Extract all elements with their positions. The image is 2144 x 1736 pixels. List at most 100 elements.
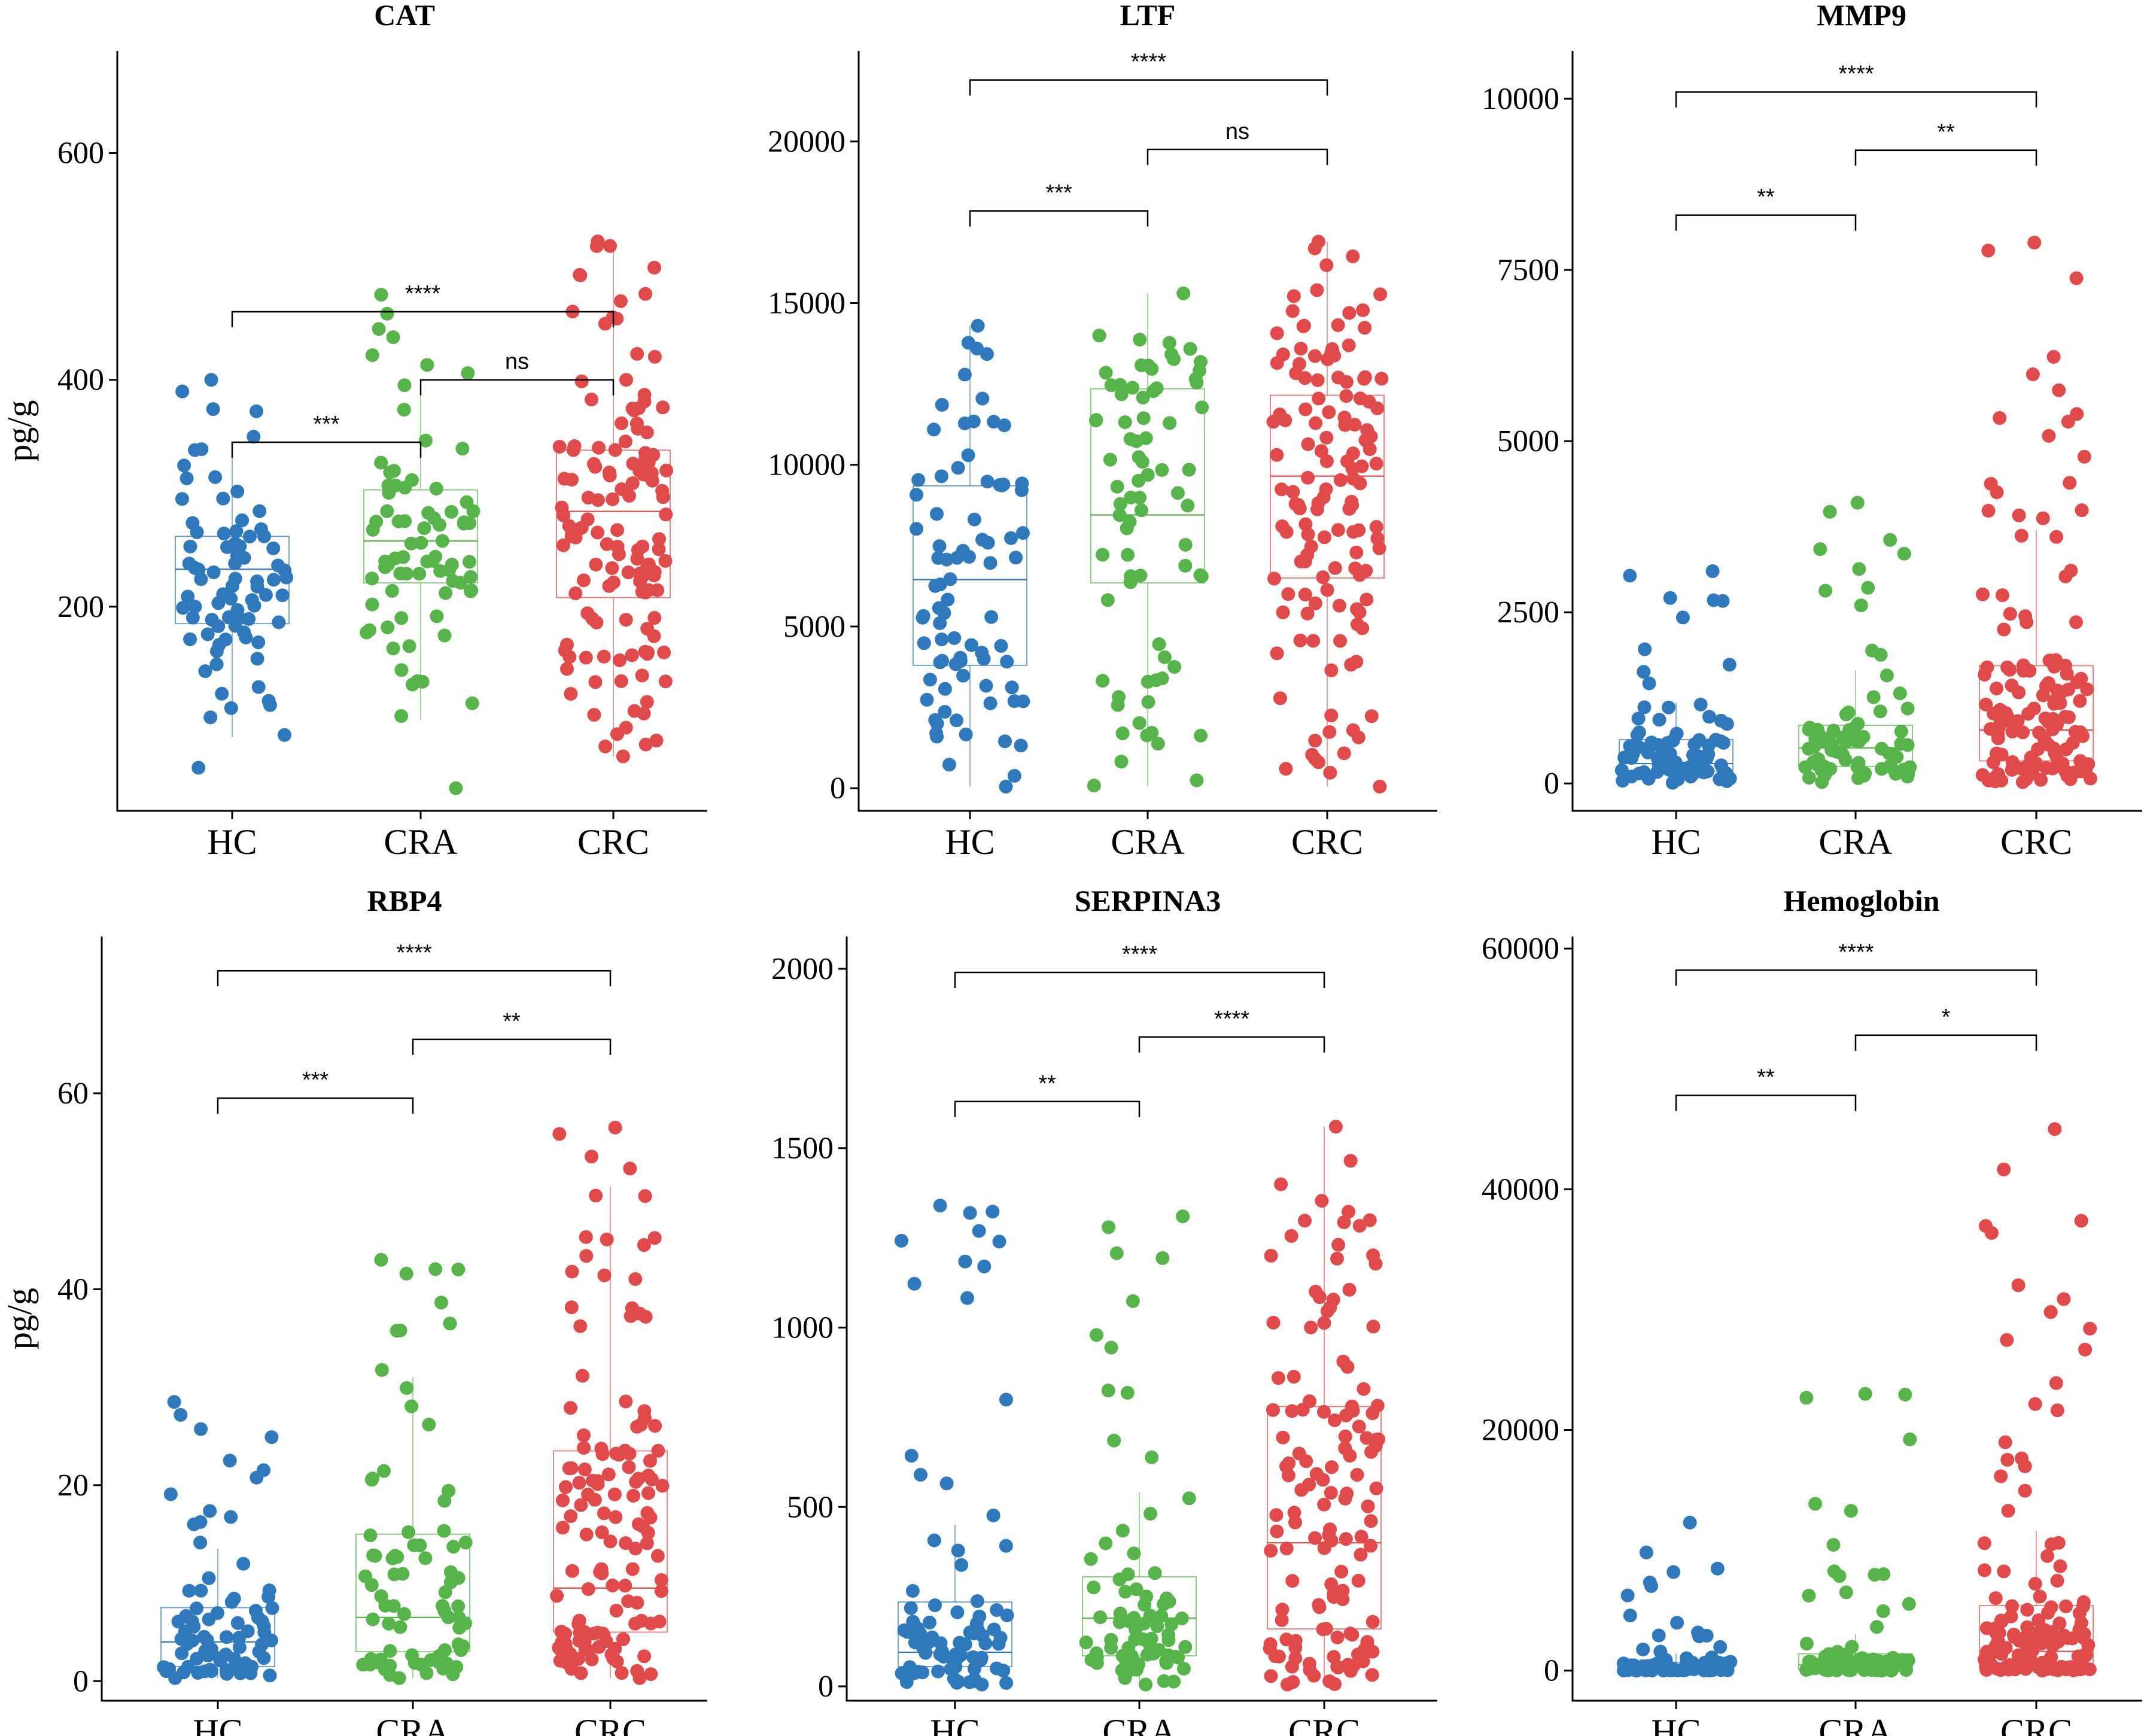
data-point-hc — [999, 1393, 1013, 1407]
data-point-hc — [1636, 1642, 1650, 1656]
data-point-hc — [266, 541, 281, 555]
data-point-cra — [1114, 755, 1129, 769]
data-point-cra — [1801, 1662, 1815, 1677]
data-point-crc — [1349, 545, 1364, 560]
data-point-cra — [1090, 1328, 1103, 1342]
data-point-crc — [1319, 258, 1334, 272]
data-point-crc — [1366, 1615, 1380, 1629]
data-point-hc — [1688, 749, 1702, 764]
data-point-crc — [2073, 694, 2087, 708]
data-point-crc — [1298, 588, 1312, 601]
data-point-hc — [935, 398, 949, 412]
data-point-hc — [1620, 1588, 1635, 1603]
data-point-cra — [391, 514, 406, 528]
data-point-crc — [2039, 679, 2053, 693]
panel-title: CAT — [374, 0, 435, 32]
data-point-crc — [567, 439, 582, 453]
data-point-crc — [647, 568, 661, 583]
data-point-crc — [1342, 1282, 1357, 1297]
data-point-hc — [999, 1539, 1013, 1553]
data-point-crc — [597, 649, 611, 664]
x-tick-label: HC — [945, 822, 995, 862]
data-point-crc — [1266, 1403, 1280, 1417]
data-point-cra — [1192, 363, 1206, 378]
data-point-crc — [2066, 1663, 2081, 1677]
data-point-crc — [2020, 1620, 2034, 1634]
data-point-cra — [1110, 479, 1124, 494]
data-point-crc — [631, 1517, 646, 1531]
data-point-crc — [2035, 1664, 2049, 1678]
data-point-hc — [267, 573, 281, 587]
data-point-crc — [1366, 1320, 1380, 1334]
data-point-hc — [228, 571, 242, 586]
significance-label: **** — [1214, 1007, 1249, 1032]
data-point-hc — [907, 1276, 922, 1291]
data-point-crc — [1284, 1229, 1298, 1243]
panel-cat: CAT 200 400 600 pg/g HC CRA CRC *** ns **** — [0, 0, 707, 862]
data-point-crc — [2077, 449, 2091, 464]
data-point-hc — [957, 367, 972, 382]
x-tick-label: CRA — [1111, 822, 1184, 862]
data-point-crc — [1270, 326, 1284, 340]
y-tick-label: 60000 — [1482, 932, 1559, 966]
data-point-crc — [2036, 511, 2050, 525]
data-point-hc — [979, 679, 993, 693]
data-point-crc — [637, 1649, 652, 1664]
data-point-hc — [188, 600, 202, 614]
data-point-cra — [1178, 537, 1193, 552]
data-point-crc — [559, 1480, 573, 1494]
data-point-cra — [1136, 390, 1150, 405]
data-point-hc — [265, 1601, 279, 1615]
data-point-crc — [2070, 407, 2084, 421]
data-point-crc — [1316, 1622, 1330, 1637]
data-point-cra — [413, 1538, 427, 1552]
data-point-crc — [1328, 1120, 1343, 1134]
data-point-hc — [1697, 1664, 1711, 1677]
data-point-hc — [958, 1254, 972, 1269]
data-point-cra — [365, 571, 379, 586]
data-point-hc — [1016, 694, 1030, 709]
data-point-crc — [626, 457, 640, 471]
data-point-crc — [574, 374, 589, 388]
data-point-crc — [607, 1487, 622, 1501]
data-point-cra — [372, 322, 386, 336]
data-point-crc — [612, 547, 626, 561]
bracket-line — [217, 970, 612, 987]
data-point-cra — [1830, 1663, 1844, 1677]
data-point-crc — [1311, 235, 1325, 249]
data-point-crc — [1990, 682, 2004, 695]
data-point-crc — [600, 1232, 614, 1246]
data-point-crc — [1364, 429, 1378, 443]
box-group-cra — [355, 1252, 473, 1685]
data-point-cra — [363, 1528, 378, 1543]
data-point-hc — [971, 318, 985, 333]
data-point-hc — [910, 488, 923, 502]
data-point-hc — [1670, 1616, 1684, 1630]
data-point-crc — [1328, 1677, 1342, 1691]
data-point-crc — [1998, 1435, 2012, 1449]
data-point-cra — [1171, 486, 1185, 500]
data-point-crc — [2000, 1333, 2014, 1347]
data-point-cra — [1177, 1662, 1191, 1676]
bracket-line — [1138, 1036, 1325, 1053]
data-point-crc — [1975, 768, 1990, 782]
data-point-cra — [380, 306, 394, 321]
data-point-crc — [2042, 428, 2056, 443]
data-point-hc — [245, 1659, 259, 1674]
data-point-cra — [1839, 707, 1853, 722]
data-point-crc — [1322, 405, 1336, 419]
data-point-hc — [994, 639, 1008, 653]
data-point-cra — [461, 366, 475, 380]
data-point-crc — [1330, 1251, 1344, 1266]
data-point-crc — [592, 440, 606, 455]
data-point-crc — [2076, 729, 2090, 743]
x-tick-label: CRA — [376, 1712, 449, 1736]
bracket-line — [1675, 214, 1857, 231]
data-point-cra — [1134, 503, 1148, 518]
data-point-hc — [211, 619, 226, 633]
significance-bracket: *** — [231, 412, 422, 458]
data-point-cra — [1111, 698, 1125, 712]
x-tick-label: CRA — [1818, 1712, 1892, 1736]
data-point-crc — [1307, 1668, 1321, 1683]
